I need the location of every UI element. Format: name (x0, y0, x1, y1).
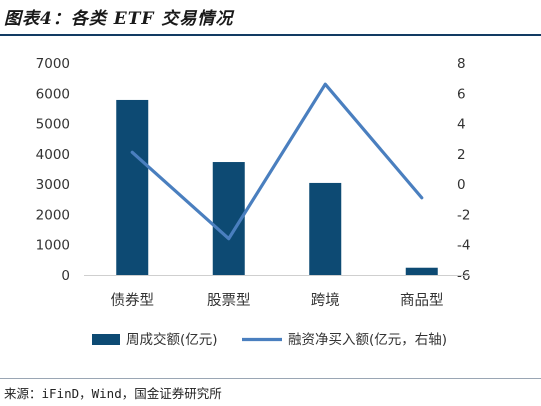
x-axis-tick-label: 跨境 (311, 291, 340, 309)
right-axis-tick-label: -4 (457, 238, 470, 254)
left-axis-tick-label: 5000 (36, 117, 70, 133)
bar (212, 162, 245, 275)
bar (116, 99, 149, 275)
x-axis-tick-label: 商品型 (400, 292, 444, 309)
chart-title: 图表4：各类 ETF 交易情况 (4, 9, 234, 29)
x-axis-tick-label: 债券型 (111, 292, 155, 309)
bar (405, 267, 438, 275)
legend-label-line: 融资净买入额(亿元，右轴) (288, 332, 447, 348)
series-line (130, 82, 424, 241)
chart: 7000600050004000300020001000086420-2-4-6… (36, 56, 471, 348)
right-axis-tick-label: 0 (457, 177, 466, 193)
bar (309, 182, 342, 275)
left-axis-tick-label: 3000 (36, 177, 70, 193)
legend-swatch-bar (92, 334, 120, 345)
left-axis-tick-label: 2000 (36, 207, 70, 223)
title-divider (0, 34, 541, 36)
right-axis-tick-label: 4 (457, 117, 466, 133)
right-axis-tick-label: -2 (457, 207, 470, 223)
left-axis-tick-label: 4000 (36, 147, 70, 163)
left-axis-tick-label: 1000 (36, 238, 70, 254)
source-note: 来源：iFinD，Wind，国金证券研究所 (4, 386, 222, 401)
right-axis-tick-label: 8 (457, 56, 466, 72)
right-axis-tick-label: 6 (457, 86, 466, 102)
legend-label-bar: 周成交额(亿元) (126, 331, 218, 348)
source-divider (0, 378, 541, 379)
left-axis-tick-label: 6000 (36, 86, 70, 102)
left-axis-tick-label: 0 (61, 268, 70, 284)
right-axis-tick-label: 2 (457, 147, 466, 163)
x-axis-tick-label: 股票型 (207, 292, 251, 309)
left-axis-tick-label: 7000 (36, 56, 70, 72)
